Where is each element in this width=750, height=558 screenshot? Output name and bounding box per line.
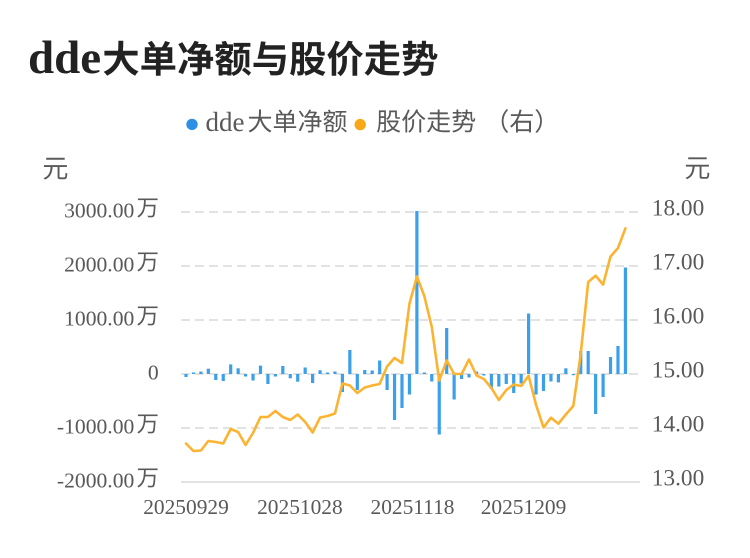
svg-text:20251209: 20251209: [481, 495, 567, 519]
svg-text:16.00: 16.00: [652, 304, 704, 330]
svg-text:-1000.00: -1000.00: [57, 414, 134, 438]
svg-text:0: 0: [148, 360, 159, 384]
svg-text:20250929: 20250929: [143, 495, 229, 519]
svg-text:2000.00: 2000.00: [64, 252, 134, 276]
svg-text:dde: dde: [206, 107, 245, 137]
svg-text:15.00: 15.00: [652, 358, 704, 384]
svg-text:18.00: 18.00: [652, 196, 704, 222]
svg-text:3000.00: 3000.00: [64, 198, 134, 222]
svg-text:20251118: 20251118: [371, 495, 455, 519]
svg-text:14.00: 14.00: [652, 412, 704, 438]
svg-text:13.00: 13.00: [652, 466, 704, 492]
svg-text:1000.00: 1000.00: [64, 306, 134, 330]
svg-text:dde: dde: [28, 32, 101, 84]
svg-text:17.00: 17.00: [652, 250, 704, 276]
svg-text:20251028: 20251028: [257, 495, 343, 519]
svg-text:-2000.00: -2000.00: [57, 468, 134, 492]
